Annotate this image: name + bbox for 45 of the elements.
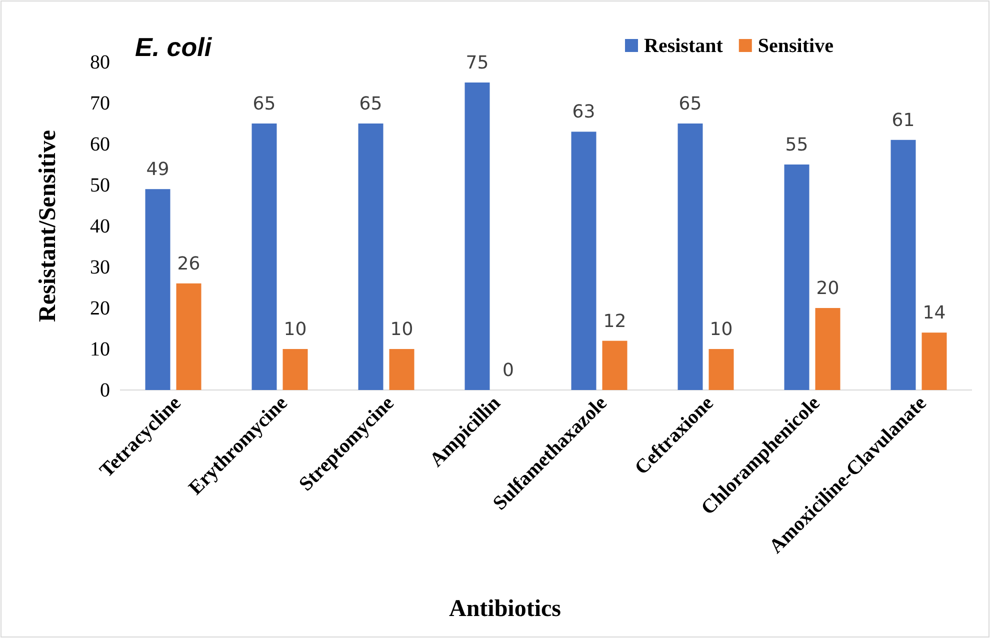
bar <box>602 340 628 390</box>
data-label: 49 <box>146 159 170 180</box>
y-axis-title: Resistant/Sensitive <box>35 130 61 322</box>
data-label: 55 <box>785 134 808 156</box>
y-tick-label: 60 <box>90 133 110 156</box>
legend-label: Resistant <box>644 35 724 57</box>
bar <box>890 140 916 390</box>
data-label: 12 <box>603 310 626 332</box>
y-tick-label: 30 <box>90 256 110 278</box>
data-label: 10 <box>390 319 414 340</box>
data-label: 10 <box>710 319 733 340</box>
bar <box>282 349 308 390</box>
data-label: 65 <box>678 94 702 114</box>
legend-label: Sensitive <box>758 35 834 57</box>
y-tick-label: 70 <box>90 92 110 114</box>
bar <box>784 164 810 390</box>
data-label: 14 <box>922 302 946 324</box>
data-label: 65 <box>252 94 276 114</box>
bar <box>389 349 414 390</box>
data-label: 20 <box>816 278 840 299</box>
bar <box>708 349 734 390</box>
bar <box>922 332 947 390</box>
y-tick-label: 0 <box>100 379 110 402</box>
bar <box>145 189 170 390</box>
y-tick-label: 20 <box>90 297 110 320</box>
bar <box>358 124 384 390</box>
x-axis-title: Antibiotics <box>448 596 562 622</box>
chart-title: E. coli <box>135 32 212 62</box>
data-label: 63 <box>572 102 596 123</box>
bar <box>176 283 202 390</box>
y-tick-label: 10 <box>90 338 110 360</box>
bar <box>252 124 277 390</box>
data-label: 10 <box>284 319 307 340</box>
y-tick-label: 80 <box>90 51 110 74</box>
bar <box>678 124 703 390</box>
data-label: 26 <box>177 253 200 274</box>
data-label: 75 <box>466 52 489 74</box>
data-label: 0 <box>502 360 514 381</box>
y-tick-label: 40 <box>90 215 110 238</box>
bar <box>571 132 596 390</box>
bar <box>815 308 840 390</box>
bar <box>464 82 490 390</box>
y-tick-label: 50 <box>90 174 110 196</box>
data-label: 65 <box>359 94 382 114</box>
data-label: 61 <box>892 110 915 131</box>
